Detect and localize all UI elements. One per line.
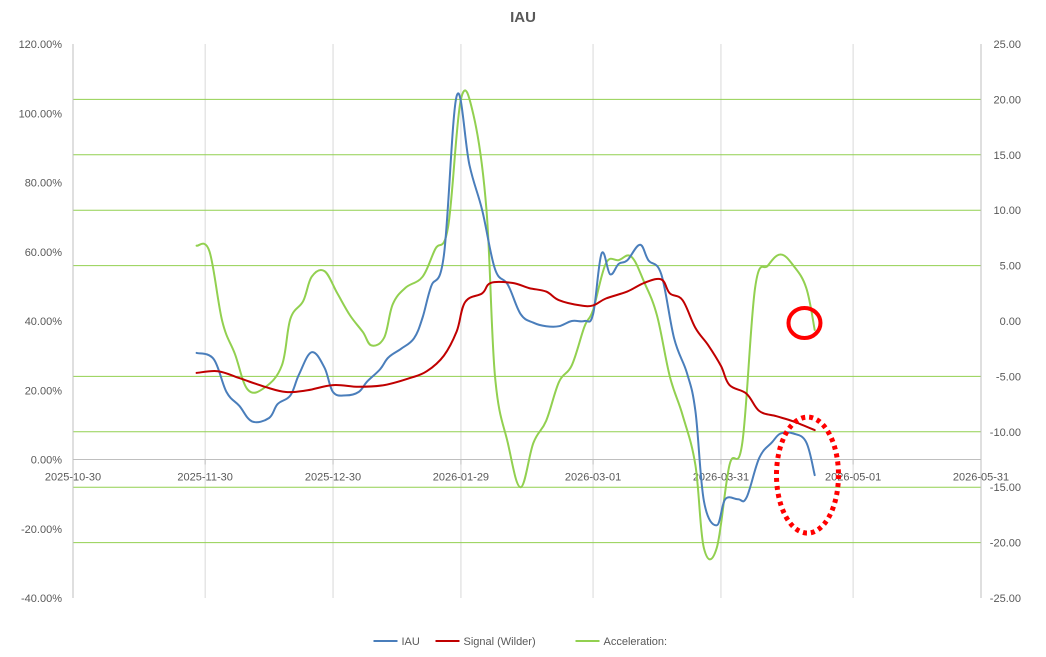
axis-layer: 2025-10-30 2025-11-30 2025-12-30 2026-01-29… [19, 39, 1021, 605]
legend: IAU Signal (Wilder) Acceleration: [373, 636, 668, 648]
y-left-tick-label: 20.00% [25, 385, 63, 397]
y-left-tick-label: 80.00% [25, 178, 63, 190]
annotation-circle [786, 306, 823, 340]
y-left-tick-label: 120.00% [19, 39, 63, 51]
y-right-tick-label: 0.00 [1000, 316, 1021, 328]
series-line-acceleration [195, 89, 816, 561]
x-tick-label: 2025-11-30 [177, 472, 232, 484]
y-right-tick-label: -10.00 [990, 427, 1021, 439]
y-right-tick-label: 20.00 [993, 94, 1021, 106]
y-left-tick-label: 0.00% [31, 455, 62, 467]
y-left-tick-label: 40.00% [25, 316, 63, 328]
y-right-tick-label: -5.00 [996, 371, 1021, 383]
y-right-tick-label: 25.00 [993, 39, 1021, 51]
x-tick-label: 2026-03-31 [693, 472, 749, 484]
x-tick-label: 2026-01-29 [433, 472, 489, 484]
series-layer [195, 89, 816, 561]
y-right-tick-label: 15.00 [993, 150, 1021, 162]
legend-label-acceleration: Acceleration: [604, 636, 668, 648]
annotation-layer [773, 306, 841, 536]
series-line-signal-wilder [195, 277, 816, 432]
chart-title: IAU [510, 9, 536, 26]
x-tick-label: 2026-03-01 [565, 472, 621, 484]
y-right-tick-label: 10.00 [993, 205, 1021, 217]
legend-label-iau: IAU [402, 636, 420, 648]
y-right-tick-label: -20.00 [990, 538, 1021, 550]
y-left-tick-label: -40.00% [21, 593, 62, 605]
series-line-iau [195, 92, 816, 527]
legend-label-signal-wilder: Signal (Wilder) [464, 636, 536, 648]
y-left-tick-label: -20.00% [21, 524, 62, 536]
y-left-tick-label: 100.00% [19, 108, 63, 120]
y-left-tick-label: 60.00% [25, 247, 63, 259]
x-tick-label: 2025-12-30 [305, 472, 361, 484]
y-right-tick-label: -25.00 [990, 593, 1021, 605]
y-right-tick-label: 5.00 [1000, 261, 1021, 273]
x-tick-label: 2026-05-01 [825, 472, 881, 484]
y-right-tick-label: -15.00 [990, 482, 1021, 494]
annotation-dotted-ellipse [773, 414, 841, 536]
